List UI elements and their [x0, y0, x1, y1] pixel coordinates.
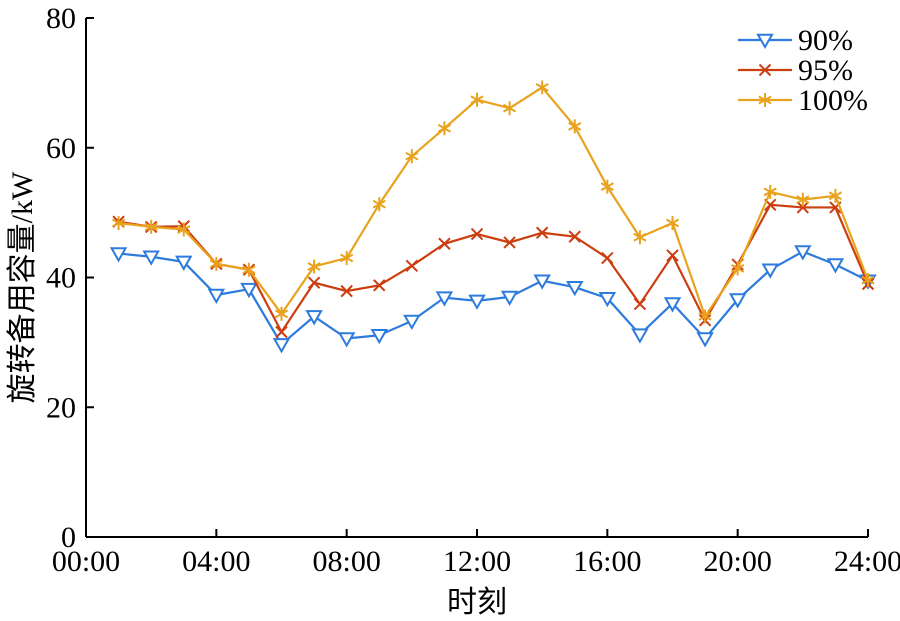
data-point [144, 219, 158, 234]
y-ticks: 0 20 40 60 80 [46, 2, 94, 554]
data-point [242, 262, 256, 277]
x-tick-label: 12:00 [443, 545, 511, 578]
data-point [274, 306, 289, 321]
data-point [307, 276, 321, 289]
data-point [502, 101, 517, 116]
data-point [405, 149, 419, 164]
data-point [666, 249, 679, 262]
data-point [663, 297, 682, 313]
data-point [307, 259, 321, 274]
y-tick-label: 0 [61, 521, 76, 554]
data-point [763, 184, 777, 199]
data-point [272, 338, 291, 354]
legend-marker [758, 93, 772, 107]
legend-marker [756, 33, 774, 50]
x-tick-label: 20:00 [703, 545, 771, 578]
data-point [437, 121, 452, 136]
data-point [438, 237, 451, 250]
data-point [796, 192, 810, 207]
data-point [826, 258, 845, 274]
data-point [177, 222, 191, 237]
data-point [373, 279, 386, 292]
data-point [633, 297, 647, 311]
series-2 [111, 80, 875, 324]
legend: 90%95%100% [738, 24, 868, 117]
legend-item: 90% [738, 24, 853, 57]
y-tick-label: 60 [46, 132, 76, 165]
data-point [796, 201, 810, 214]
x-tick-label: 04:00 [182, 545, 250, 578]
data-point [340, 284, 353, 298]
data-point [470, 227, 484, 241]
data-point [500, 290, 519, 306]
data-point [403, 314, 421, 330]
data-point [435, 291, 454, 307]
data-point [600, 179, 614, 194]
x-tick-label: 00:00 [52, 545, 120, 578]
data-point [633, 230, 647, 245]
legend-item: 95% [738, 54, 853, 87]
y-axis-title: 旋转备用容量/kW [6, 171, 39, 403]
data-point [601, 251, 614, 265]
x-tick-label: 24:00 [834, 545, 900, 578]
data-point [731, 261, 745, 276]
data-point [209, 256, 223, 271]
data-point [470, 92, 484, 107]
legend-label: 100% [798, 84, 868, 117]
data-point [405, 259, 419, 273]
data-point [503, 236, 516, 249]
data-point [535, 226, 549, 239]
data-point [111, 216, 126, 231]
y-tick-label: 80 [46, 2, 76, 35]
data-point [305, 310, 323, 326]
data-point [631, 328, 649, 344]
data-point [142, 250, 160, 266]
data-point [340, 251, 354, 266]
data-point [696, 332, 714, 348]
data-point [370, 328, 388, 345]
data-point [568, 119, 582, 134]
data-point [337, 332, 356, 348]
series-layer [109, 80, 877, 354]
y-tick-label: 20 [46, 391, 76, 424]
data-point [240, 282, 258, 299]
data-point [861, 273, 875, 288]
data-point [828, 188, 843, 203]
data-point [275, 325, 288, 339]
data-point [372, 197, 386, 212]
data-point [468, 294, 486, 310]
data-point [794, 245, 812, 261]
legend-marker [758, 63, 772, 77]
data-point [109, 247, 128, 263]
series-line [118, 85, 870, 319]
x-tick-label: 08:00 [312, 545, 380, 578]
data-point [533, 274, 551, 290]
x-ticks: 00:00 04:00 08:00 12:00 16:00 20:00 24:00 [52, 529, 900, 578]
legend-label: 95% [798, 54, 853, 87]
legend-item: 100% [738, 84, 868, 117]
data-point [566, 280, 584, 297]
data-point [535, 80, 549, 95]
legend-label: 90% [798, 24, 853, 57]
x-axis-title: 时刻 [447, 586, 507, 619]
data-point [761, 263, 779, 279]
data-point [598, 292, 617, 308]
data-point [175, 255, 193, 271]
data-point [665, 216, 680, 231]
data-point [207, 288, 226, 305]
data-point [728, 293, 747, 309]
data-point [698, 309, 712, 324]
data-point [568, 230, 581, 243]
x-tick-label: 16:00 [573, 545, 641, 578]
y-tick-label: 40 [46, 262, 76, 295]
series-0 [109, 245, 877, 354]
